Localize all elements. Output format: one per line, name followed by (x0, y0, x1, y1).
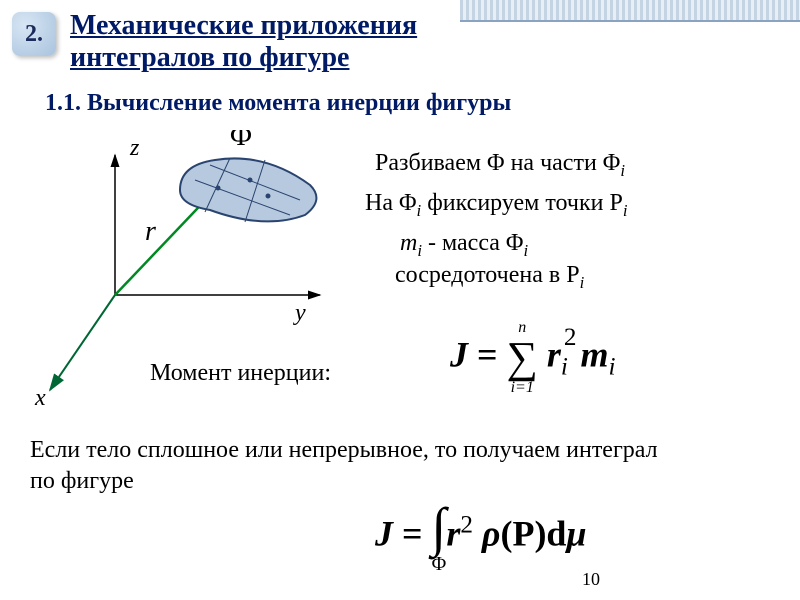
x-label: x (34, 385, 46, 410)
mass-phi-sub: i (523, 241, 528, 260)
f1-m-sub: i (609, 353, 616, 380)
mass-text: - масса Φ (422, 230, 523, 256)
formula-integral: J = ∫Φr2 ρ(P)dμ (375, 500, 587, 574)
f1-eq: = (468, 334, 507, 374)
text-fix: На Φi фиксируем точки Pi (365, 190, 628, 221)
text-split-main: Разбиваем Φ на части Φ (375, 150, 620, 176)
sample-point (216, 186, 221, 191)
moment-label: Момент инерции: (150, 360, 331, 387)
f1-r-sup: 2 (564, 324, 577, 351)
f2-rho: ρ (473, 513, 501, 553)
sigma-block: n∑i=1 (507, 320, 538, 396)
integral-icon: ∫ (432, 500, 447, 554)
page-number: 10 (582, 569, 600, 590)
subtitle: 1.1. Вычисление момента инерции фигуры (45, 90, 511, 117)
badge-number: 2. (25, 21, 43, 48)
text-fix-2: фиксируем точки P (421, 190, 623, 216)
f2-paren: (P)d (500, 513, 566, 553)
text-split-sub: i (620, 161, 625, 180)
f2-r-sup: 2 (460, 511, 473, 538)
sample-point (266, 194, 271, 199)
text-split: Разбиваем Φ на части Φi (375, 150, 625, 181)
text-mass-1: mi - масса Φi (400, 230, 528, 261)
title-line-2: интегралов по фигуре (70, 42, 349, 73)
phi-label: Φ (230, 130, 252, 152)
f2-J: J (375, 513, 393, 553)
text-mass-2: сосредоточена в Pi (395, 262, 584, 293)
f2-mu: μ (566, 513, 586, 553)
f2-r: r (446, 513, 460, 553)
section-badge: 2. (12, 12, 56, 56)
x-axis (50, 295, 115, 390)
title-block: Механические приложения интегралов по фи… (70, 10, 770, 74)
f1-r: r (547, 334, 561, 374)
mass-loc-sub: i (580, 273, 585, 292)
r-label: r (145, 216, 156, 247)
f1-m: m (581, 334, 609, 374)
y-label: y (293, 300, 306, 326)
f2-eq: = (393, 513, 432, 553)
text-fix-sub2: i (623, 201, 628, 220)
mass-m: m (400, 230, 417, 256)
main-title: Механические приложения интегралов по фи… (70, 10, 770, 74)
mass-loc: сосредоточена в P (395, 262, 580, 288)
f1-r-sub: i (561, 353, 568, 380)
formula-sum: J = n∑i=1 ri2mi (450, 320, 616, 396)
f1-J: J (450, 334, 468, 374)
f1-lower: i=1 (511, 380, 534, 396)
sample-point (248, 178, 253, 183)
title-line-1: Механические приложения (70, 10, 417, 41)
text-fix-1: На Φ (365, 190, 417, 216)
z-label: z (129, 135, 140, 161)
integral-block: ∫Φ (432, 500, 447, 574)
sigma-icon: ∑ (507, 336, 538, 380)
text-continuous: Если тело сплошное или непрерывное, то п… (30, 435, 670, 497)
f2-lower: Φ (432, 554, 447, 574)
